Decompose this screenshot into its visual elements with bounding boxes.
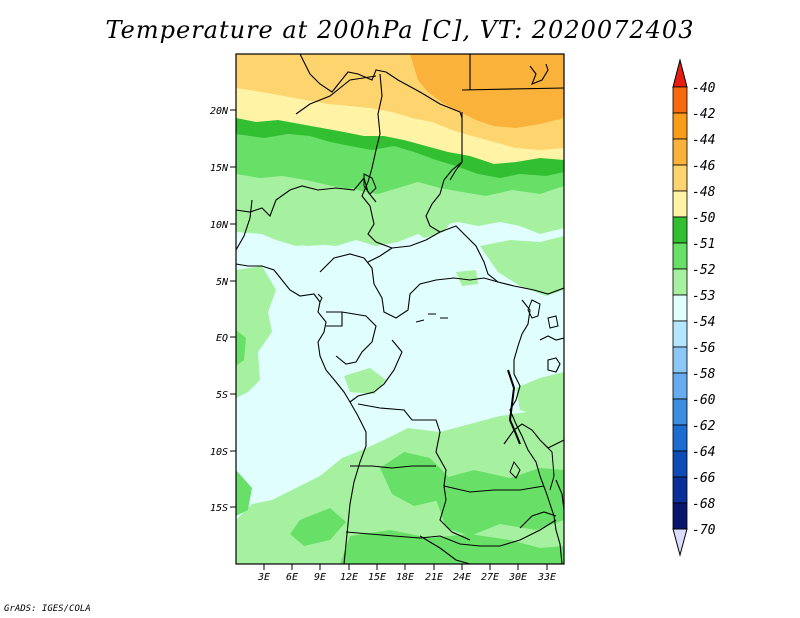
lat-label-5s: 5S <box>216 390 228 401</box>
lon-label-18e: 18E <box>396 572 414 583</box>
lon-label-15e: 15E <box>368 572 386 583</box>
colorbar-swatch <box>672 502 688 530</box>
colorbar-label: -70 <box>692 523 716 538</box>
colorbar-swatch <box>672 372 688 400</box>
colorbar-swatch <box>672 216 688 244</box>
colorbar-swatch <box>672 450 688 478</box>
colorbar-swatch <box>672 398 688 426</box>
lon-label-21e: 21E <box>425 572 443 583</box>
colorbar-swatch <box>672 86 688 114</box>
colorbar-label: -66 <box>692 471 716 486</box>
colorbar-swatch <box>672 138 688 166</box>
colorbar-swatch <box>672 268 688 296</box>
colorbar-label: -60 <box>692 393 716 408</box>
colorbar: -40 -42 -44 -46 -48 -50 -51 -52 -53 -54 -56 -58 -60 -… <box>672 58 716 557</box>
map-title: Temperature at 200hPa [C], VT: 202007240… <box>105 16 695 44</box>
colorbar-swatch <box>672 476 688 504</box>
colorbar-label: -51 <box>692 237 715 252</box>
grads-credit: GrADS: IGES/COLA <box>4 604 91 614</box>
colorbar-bottom-arrow <box>672 528 688 557</box>
plot-frame <box>235 53 565 565</box>
colorbar-label: -62 <box>692 419 716 434</box>
lat-label-20n: 20N <box>210 106 229 117</box>
colorbar-label: -64 <box>692 445 715 460</box>
lon-label-33e: 33E <box>537 572 556 583</box>
lon-label-30e: 30E <box>508 572 527 583</box>
colorbar-top-arrow <box>672 58 688 88</box>
lon-label-3e: 3E <box>257 572 270 583</box>
colorbar-swatch <box>672 164 688 192</box>
colorbar-swatch <box>672 320 688 348</box>
lon-label-9e: 9E <box>314 572 326 583</box>
colorbar-label: -44 <box>692 133 715 148</box>
colorbar-label: -50 <box>692 211 716 226</box>
lat-label-15s: 15S <box>210 503 228 514</box>
colorbar-swatch <box>672 112 688 140</box>
colorbar-swatch <box>672 294 688 322</box>
colorbar-label: -54 <box>692 315 715 330</box>
colorbar-swatch <box>672 424 688 452</box>
latitude-axis: 20N 15N 10N 5N EQ 5S 10S 15S <box>210 106 236 514</box>
colorbar-label: -56 <box>692 341 716 356</box>
lon-label-12e: 12E <box>340 572 358 583</box>
lat-label-10s: 10S <box>210 447 228 458</box>
lakes <box>317 173 559 491</box>
colorbar-label: -52 <box>692 263 716 278</box>
colorbar-label: -53 <box>692 289 715 304</box>
colorbar-label: -42 <box>692 107 716 122</box>
lon-label-6e: 6E <box>286 572 298 583</box>
lat-label-15n: 15N <box>210 163 229 174</box>
lon-label-24e: 24E <box>453 572 471 583</box>
colorbar-label: -68 <box>692 497 716 512</box>
colorbar-label: -48 <box>692 185 716 200</box>
colorbar-swatch <box>672 190 688 218</box>
colorbar-label: -46 <box>692 159 716 174</box>
longitude-axis: 3E 6E 9E 12E 15E 18E 21E 24E 27E 30E 33E <box>257 564 556 583</box>
lon-label-27e: 27E <box>481 572 499 583</box>
lat-label-eq: EQ <box>216 333 228 344</box>
colorbar-swatch <box>672 242 688 270</box>
colorbar-label: -40 <box>692 81 716 96</box>
colorbar-label: -58 <box>692 367 716 382</box>
colorbar-swatch <box>672 346 688 374</box>
temperature-field <box>236 54 564 564</box>
lat-label-10n: 10N <box>210 220 229 231</box>
lat-label-5n: 5N <box>216 277 229 288</box>
